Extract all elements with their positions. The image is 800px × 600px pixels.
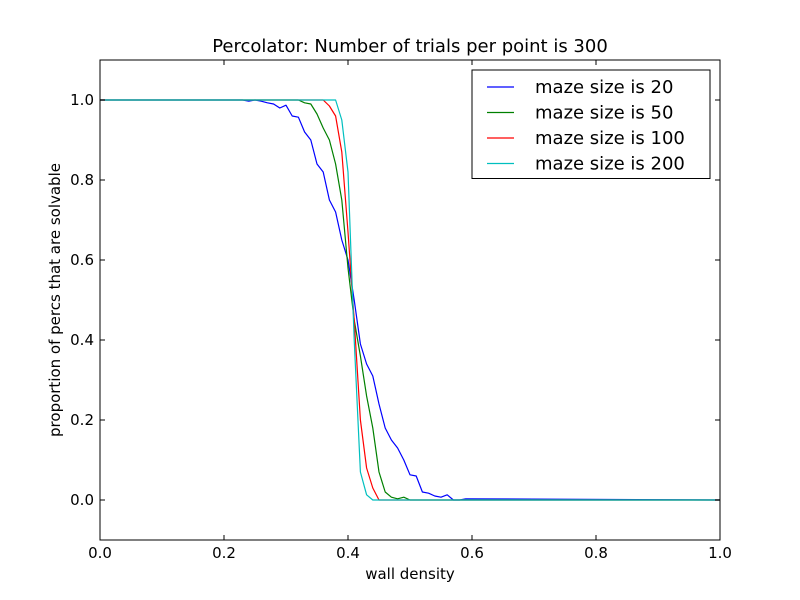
legend-box xyxy=(471,69,711,179)
legend-label-2: maze size is 50 xyxy=(535,103,673,124)
x-tick-label: 0.4 xyxy=(336,544,360,562)
legend: maze size is 20 maze size is 50 maze size … xyxy=(471,69,711,179)
x-tick-label: 0.2 xyxy=(212,544,236,562)
legend-label-1: maze size is 20 xyxy=(535,77,673,98)
x-tick-label: 0.8 xyxy=(584,544,608,562)
ticks-layer: 0.0 0.2 0.4 0.6 0.8 1.0 0.0 0.2 0.4 0.6 0.8 1.0 xyxy=(70,60,732,562)
x-tick-label: 0.6 xyxy=(460,544,484,562)
legend-label-4: maze size is 200 xyxy=(535,154,685,175)
y-tick-label: 0.6 xyxy=(70,251,94,269)
y-tick-label: 0.8 xyxy=(70,171,94,189)
chart-title: Percolator: Number of trials per point i… xyxy=(212,36,608,57)
y-axis-label: proportion of percs that are solvable xyxy=(46,163,64,437)
y-tick-label: 1.0 xyxy=(70,91,94,109)
plot-frame xyxy=(99,59,721,541)
y-tick-label: 0.4 xyxy=(70,331,94,349)
series-line-4 xyxy=(100,99,720,501)
x-axis-label: wall density xyxy=(365,565,455,583)
series-line-3 xyxy=(100,99,720,501)
legend-label-3: maze size is 100 xyxy=(535,128,685,149)
series-line-1 xyxy=(100,99,721,501)
y-tick-label: 0.0 xyxy=(70,491,94,509)
x-tick-label: 1.0 xyxy=(708,544,732,562)
series-line-2 xyxy=(100,99,720,501)
x-tick-label: 0.0 xyxy=(88,544,112,562)
series-layer xyxy=(100,99,721,501)
y-tick-label: 0.2 xyxy=(70,411,94,429)
